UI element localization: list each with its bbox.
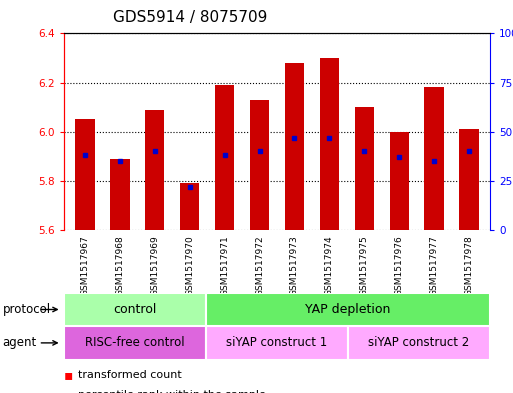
Text: agent: agent [3, 336, 37, 349]
Bar [110, 159, 130, 230]
Bar [320, 58, 339, 230]
Bar [424, 87, 444, 230]
Text: GSM1517976: GSM1517976 [394, 235, 404, 296]
Text: GSM1517972: GSM1517972 [255, 235, 264, 296]
Bar [354, 107, 374, 230]
Text: protocol: protocol [3, 303, 51, 316]
Text: transformed count: transformed count [78, 370, 182, 380]
Text: siYAP construct 2: siYAP construct 2 [368, 336, 469, 349]
Bar [459, 129, 479, 230]
Bar [348, 326, 490, 360]
Text: GSM1517967: GSM1517967 [81, 235, 90, 296]
Text: RISC-free control: RISC-free control [85, 336, 185, 349]
Text: GSM1517975: GSM1517975 [360, 235, 369, 296]
Text: GSM1517978: GSM1517978 [464, 235, 473, 296]
Bar [64, 293, 206, 326]
Bar [180, 183, 200, 230]
Text: ▪: ▪ [64, 388, 73, 393]
Text: GSM1517968: GSM1517968 [115, 235, 125, 296]
Text: YAP depletion: YAP depletion [305, 303, 391, 316]
Text: GSM1517973: GSM1517973 [290, 235, 299, 296]
Text: percentile rank within the sample: percentile rank within the sample [78, 390, 266, 393]
Text: GSM1517977: GSM1517977 [429, 235, 439, 296]
Text: GSM1517974: GSM1517974 [325, 235, 334, 296]
Bar [206, 326, 348, 360]
Text: control: control [113, 303, 157, 316]
Bar [75, 119, 95, 230]
Text: ▪: ▪ [64, 368, 73, 382]
Text: GDS5914 / 8075709: GDS5914 / 8075709 [113, 10, 267, 25]
Text: GSM1517970: GSM1517970 [185, 235, 194, 296]
Text: GSM1517971: GSM1517971 [220, 235, 229, 296]
Bar [389, 132, 409, 230]
Bar [215, 85, 234, 230]
Bar [64, 326, 206, 360]
Bar [285, 63, 304, 230]
Bar [206, 293, 490, 326]
Text: siYAP construct 1: siYAP construct 1 [226, 336, 328, 349]
Bar [145, 110, 165, 230]
Text: GSM1517969: GSM1517969 [150, 235, 160, 296]
Bar [250, 100, 269, 230]
